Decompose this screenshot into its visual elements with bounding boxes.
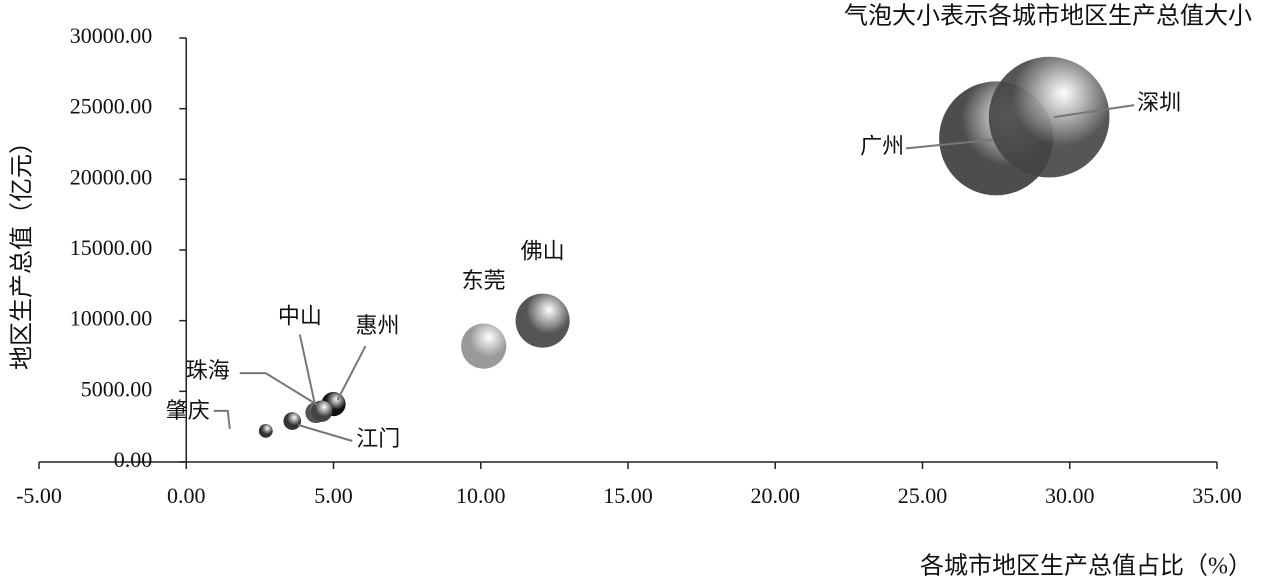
x-tick-label: 10.00 bbox=[456, 483, 506, 508]
bubble bbox=[461, 323, 507, 369]
bubble bbox=[988, 56, 1110, 178]
data-label: 中山 bbox=[278, 304, 322, 329]
data-label: 深圳 bbox=[1137, 90, 1181, 115]
y-tick-label: 15000.00 bbox=[70, 235, 153, 260]
y-tick-label: 30000.00 bbox=[70, 23, 153, 48]
leader-line bbox=[906, 137, 1007, 150]
leader-line bbox=[213, 409, 231, 430]
y-tick-label: 20000.00 bbox=[70, 164, 153, 189]
y-tick-label: 10000.00 bbox=[70, 306, 153, 331]
bubble bbox=[310, 400, 333, 422]
data-label: 肇庆 bbox=[166, 398, 210, 423]
data-label: 东莞 bbox=[462, 268, 506, 293]
y-tick-label: 5000.00 bbox=[81, 376, 153, 401]
annotation: 气泡大小表示各城市地区生产总值大小 bbox=[844, 3, 1252, 30]
y-tick-label: 0.00 bbox=[114, 447, 153, 472]
x-tick-label: 30.00 bbox=[1045, 483, 1095, 508]
x-axis-title: 各城市地区生产总值占比（%） bbox=[920, 553, 1252, 580]
bubble bbox=[515, 293, 570, 348]
x-tick-label: 25.00 bbox=[898, 483, 948, 508]
data-label: 广州 bbox=[860, 133, 904, 158]
bubble bbox=[283, 412, 302, 430]
data-label: 江门 bbox=[356, 426, 400, 451]
leader-line bbox=[336, 345, 367, 401]
x-tick-label: 15.00 bbox=[603, 483, 653, 508]
y-tick-label: 25000.00 bbox=[70, 94, 153, 119]
data-label: 佛山 bbox=[521, 239, 565, 264]
x-tick-label: 0.00 bbox=[167, 483, 206, 508]
data-label: 惠州 bbox=[355, 313, 399, 338]
bubble bbox=[258, 423, 273, 438]
y-axis-title: 地区生产总值（亿元） bbox=[9, 130, 36, 370]
x-tick-label: 20.00 bbox=[751, 483, 801, 508]
leader-line bbox=[239, 372, 319, 406]
data-label: 珠海 bbox=[186, 358, 230, 383]
leader-line bbox=[1053, 104, 1135, 119]
leader-line bbox=[298, 334, 317, 409]
x-tick-label: -5.00 bbox=[16, 483, 62, 508]
leader-line bbox=[297, 424, 353, 442]
x-tick-label: 5.00 bbox=[314, 483, 353, 508]
x-tick-label: 35.00 bbox=[1192, 483, 1242, 508]
